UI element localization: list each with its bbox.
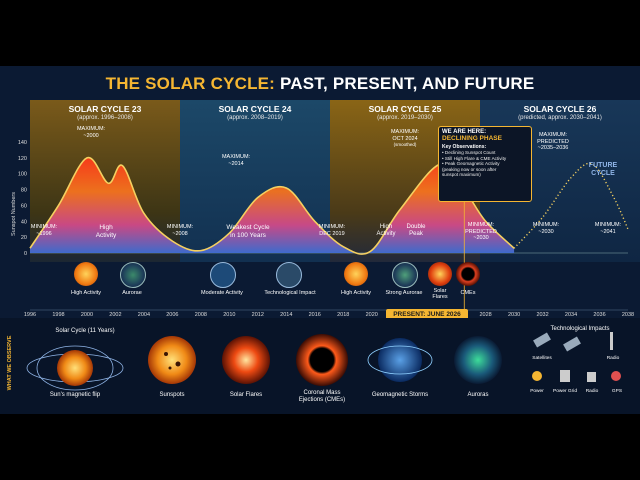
x-tick-label: 2012 xyxy=(252,312,264,318)
x-tick-label: 1996 xyxy=(24,312,36,318)
min-2008-label: MINIMUM: ~2008 xyxy=(166,224,194,237)
x-tick-label: 2028 xyxy=(479,312,491,318)
aurora-observe-icon xyxy=(454,336,502,384)
tech-satellites: Satellites xyxy=(532,356,552,361)
cycle-23-title: SOLAR CYCLE 23 (approx. 1996–2008) xyxy=(68,104,142,121)
we-are-here-box: WE ARE HERE: DECLINING PHASE Key Observa… xyxy=(438,126,532,202)
tech-power: Power xyxy=(530,389,544,394)
x-tick-label: 2030 xyxy=(508,312,520,318)
technology-icon xyxy=(276,262,302,288)
tech-power-grid: Power Grid xyxy=(553,389,577,394)
cme-observe-icon xyxy=(296,334,348,386)
sun-active-icon xyxy=(344,262,368,286)
y-tick-label: 140 xyxy=(18,140,27,146)
cme-icon xyxy=(456,262,480,286)
cycle-26-title: SOLAR CYCLE 26 (predicted, approx. 2030–2… xyxy=(518,104,602,121)
y-tick-label: 0 xyxy=(24,251,27,257)
x-tick-label: 2010 xyxy=(223,312,235,318)
icon-label-high-activity-25: High Activity xyxy=(341,290,371,296)
x-tick-label: 2006 xyxy=(166,312,178,318)
icon-label-moderate-activity: Moderate Activity xyxy=(201,290,243,296)
icon-label-solar-flares: Solar Flares xyxy=(432,288,448,300)
y-tick-label: 20 xyxy=(21,235,27,241)
y-tick-label: 60 xyxy=(21,203,27,209)
icon-label-aurorae: Aurorae xyxy=(122,290,142,296)
min-2030-label: MINIMUM: PREDICTED ~2030 xyxy=(465,222,497,242)
title-part-1: THE SOLAR CYCLE: xyxy=(105,74,276,93)
double-peak-label: Double Peak xyxy=(406,224,426,238)
y-tick-label: 80 xyxy=(21,188,27,194)
icon-label-strong-aurorae: Strong Aurorae xyxy=(385,290,423,296)
icon-label-high-activity: High Activity xyxy=(71,290,101,296)
high-activity-25: High Activity xyxy=(376,224,396,238)
x-tick-label: 2014 xyxy=(280,312,292,318)
observe-sunspots: Sunspots xyxy=(159,392,185,398)
aurora-icon xyxy=(120,262,146,288)
min-2019-label: MINIMUM: DEC 2019 xyxy=(318,224,346,237)
solar-flares-icon xyxy=(222,336,270,384)
min-1996-label: MINIMUM: ~1996 xyxy=(30,224,58,237)
sunspot-area-past xyxy=(30,157,515,255)
tech-impacts-title: Technological Impacts xyxy=(550,326,610,332)
min-2030b-label: MINIMUM: ~2030 xyxy=(532,222,560,235)
x-tick-label: 2016 xyxy=(309,312,321,318)
power-grid-icon xyxy=(560,370,570,382)
y-tick-label: 100 xyxy=(18,172,27,178)
page-title: THE SOLAR CYCLE: PAST, PRESENT, AND FUTU… xyxy=(0,74,640,94)
x-tick-label: 2020 xyxy=(366,312,378,318)
cycle-24-title: SOLAR CYCLE 24 (approx. 2008–2019) xyxy=(218,104,292,121)
x-tick-label: 2034 xyxy=(565,312,577,318)
icon-label-tech-impact: Technological Impact xyxy=(264,290,316,296)
icon-label-cmes: CMEs xyxy=(460,290,476,296)
title-part-2: PAST, PRESENT, AND FUTURE xyxy=(280,74,535,93)
magnetic-field-icon xyxy=(26,345,124,391)
x-tick-label: 2032 xyxy=(536,312,548,318)
x-tick-label: 2002 xyxy=(109,312,121,318)
geomagnetic-storm-icon xyxy=(378,338,422,382)
strong-aurora-icon xyxy=(392,262,418,288)
weakest-cycle-label: Weakest Cycle in 100 Years xyxy=(226,224,270,239)
tech-radio: Radio xyxy=(585,389,599,394)
infographic: THE SOLAR CYCLE: PAST, PRESENT, AND FUTU… xyxy=(0,66,640,414)
sun-icon xyxy=(74,262,98,286)
observe-title: Solar Cycle (11 Years) xyxy=(55,328,115,334)
x-tick-label: 2038 xyxy=(622,312,634,318)
future-cycle-label: FUTURE CYCLE xyxy=(588,162,618,178)
cycle-25-title: SOLAR CYCLE 25 (approx. 2019–2030) xyxy=(368,104,442,121)
satellite-icon-2 xyxy=(563,336,581,352)
x-tick-label: 2036 xyxy=(593,312,605,318)
tech-radio-top: Radio xyxy=(606,356,620,361)
radio-tower-icon xyxy=(610,332,613,350)
power-icon xyxy=(532,371,542,381)
max-2000-label: MAXIMUM: ~2000 xyxy=(76,126,106,139)
x-tick-label: 2018 xyxy=(337,312,349,318)
x-tick-label: 2004 xyxy=(138,312,150,318)
x-tick-label: 1998 xyxy=(52,312,64,318)
sunspot-chart: 140 120 100 80 60 40 20 0 1996 1998 2000 2002 2004 2… xyxy=(18,140,634,318)
observe-graphics xyxy=(26,332,621,391)
y-tick-label: 40 xyxy=(21,219,27,225)
observe-cmes: Coronal Mass Ejections (CMEs) xyxy=(298,390,346,403)
observe-solar-flares: Solar Flares xyxy=(229,392,263,398)
observe-geomagnetic-storms: Geomagnetic Storms xyxy=(371,392,429,398)
min-2041-label: MINIMUM: ~2041 xyxy=(594,222,622,235)
gps-icon xyxy=(611,371,621,381)
x-tick-label: 2000 xyxy=(81,312,93,318)
x-tick-label: 2008 xyxy=(195,312,207,318)
max-2035-label: MAXIMUM: PREDICTED ~2035–2036 xyxy=(537,132,569,152)
solar-flare-icon xyxy=(428,262,452,286)
radio-icon xyxy=(587,372,596,382)
satellite-icon xyxy=(533,332,551,348)
observe-magnetic-flip: Sun's magnetic flip xyxy=(49,392,101,398)
sunspots-icon xyxy=(148,336,196,384)
network-icon xyxy=(210,262,236,288)
max-2014-label: MAXIMUM: ~2014 xyxy=(221,154,251,167)
max-2024-label: MAXIMUM: OCT 2024 (smoothed) xyxy=(390,129,420,148)
y-tick-label: 120 xyxy=(18,156,27,162)
observe-auroras: Auroras xyxy=(467,392,489,398)
high-activity-23: High Activity xyxy=(95,224,117,239)
tech-gps: GPS xyxy=(611,389,623,394)
